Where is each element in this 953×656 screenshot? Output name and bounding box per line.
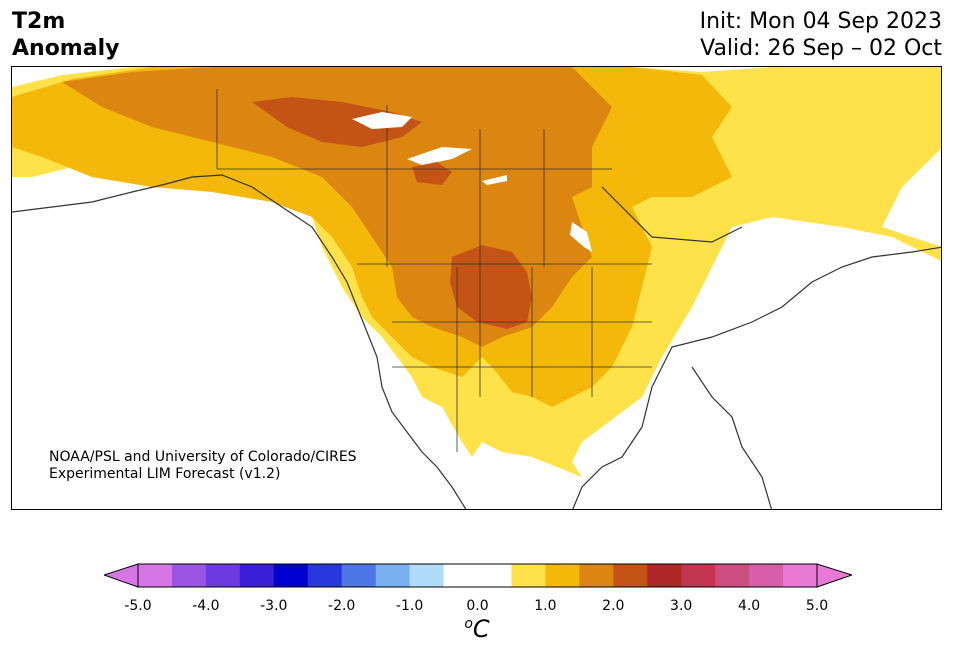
colorbar-swatch	[375, 564, 411, 587]
colorbar-swatch	[783, 564, 818, 587]
colorbar-swatch	[273, 564, 309, 587]
colorbar-outline	[137, 563, 818, 588]
colorbar-tick-label: -3.0	[260, 598, 288, 614]
colorbar-swatch	[443, 564, 478, 587]
colorbar-swatch	[579, 564, 614, 587]
colorbar-tick-label: -4.0	[192, 598, 220, 614]
lakes	[352, 112, 592, 252]
units-degree: o	[464, 616, 473, 632]
colorbar-swatch	[409, 564, 445, 587]
colorbar-swatch	[341, 564, 377, 587]
title-line-1: T2m	[12, 9, 66, 34]
init-date: Init: Mon 04 Sep 2023	[699, 9, 942, 34]
title-line-2: Anomaly	[12, 36, 120, 61]
credit-line-1: NOAA/PSL and University of Colorado/CIRE…	[49, 449, 357, 465]
anomaly-region-2-to-2-5-central	[450, 245, 532, 329]
colorbar-min-arrow	[104, 563, 139, 588]
lake-athabasca	[482, 175, 507, 185]
colorbar-swatch	[681, 564, 716, 587]
colorbar-tick-label: -5.0	[124, 598, 152, 614]
colorbar-swatch	[715, 564, 750, 587]
anomaly-map	[11, 66, 942, 510]
colorbar-swatch	[613, 564, 648, 587]
state-borders	[216, 89, 652, 452]
colorbar-swatch	[307, 564, 343, 587]
map-title: T2m Anomaly	[12, 8, 119, 62]
map-canvas	[12, 67, 941, 509]
colorbar-tick-label: 5.0	[805, 598, 829, 614]
forecast-dates: Init: Mon 04 Sep 2023 Valid: 26 Sep – 02…	[700, 8, 942, 62]
colorbar-swatch	[511, 564, 546, 587]
credit-line-2: Experimental LIM Forecast (v1.2)	[49, 466, 281, 482]
colorbar-swatch	[138, 564, 173, 587]
lake-winnipeg	[570, 222, 592, 252]
colorbar-swatch	[239, 564, 275, 587]
great-slave-lake	[407, 147, 472, 165]
colorbar-tick-label: 1.0	[534, 598, 557, 614]
colorbar-tick-label: 2.0	[602, 598, 625, 614]
colorbar-swatch	[749, 564, 784, 587]
anomaly-region-2-to-2-5-small	[412, 162, 452, 185]
colorbar-swatches	[138, 564, 818, 587]
coastlines	[12, 174, 941, 509]
anomaly-region-2-to-2-5-north	[252, 97, 422, 147]
colorbar-swatch	[647, 564, 682, 587]
great-bear-lake	[352, 112, 412, 129]
colorbar-tick-label: -2.0	[328, 598, 356, 614]
colorbar-tick-label: 4.0	[737, 598, 761, 614]
colorbar-swatch	[205, 564, 241, 587]
colorbar-swatch	[171, 564, 207, 587]
colorbar-tick-label: -1.0	[395, 598, 424, 614]
colorbar	[104, 563, 852, 588]
units-label: oC	[455, 615, 499, 643]
colorbar-max-arrow	[816, 563, 852, 588]
units-base: C	[472, 615, 490, 643]
colorbar-swatch	[545, 564, 580, 587]
colorbar-tick-label: 0.0	[466, 598, 489, 614]
colorbar-swatch	[477, 564, 512, 587]
valid-date: Valid: 26 Sep – 02 Oct	[700, 36, 942, 61]
colorbar-tick-label: 3.0	[670, 598, 693, 614]
credit-text: NOAA/PSL and University of Colorado/CIRE…	[49, 449, 357, 483]
